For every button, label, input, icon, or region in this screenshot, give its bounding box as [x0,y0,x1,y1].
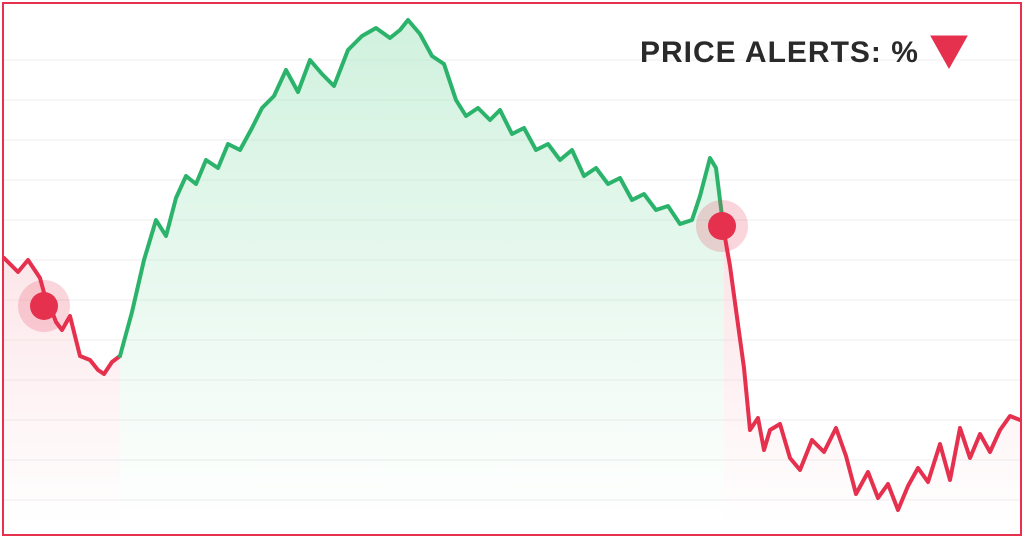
title-box: PRICE ALERTS: % [640,34,969,72]
price-chart [0,0,1024,538]
title-text: PRICE ALERTS: % [640,36,919,70]
triangle-down-icon [929,34,969,72]
